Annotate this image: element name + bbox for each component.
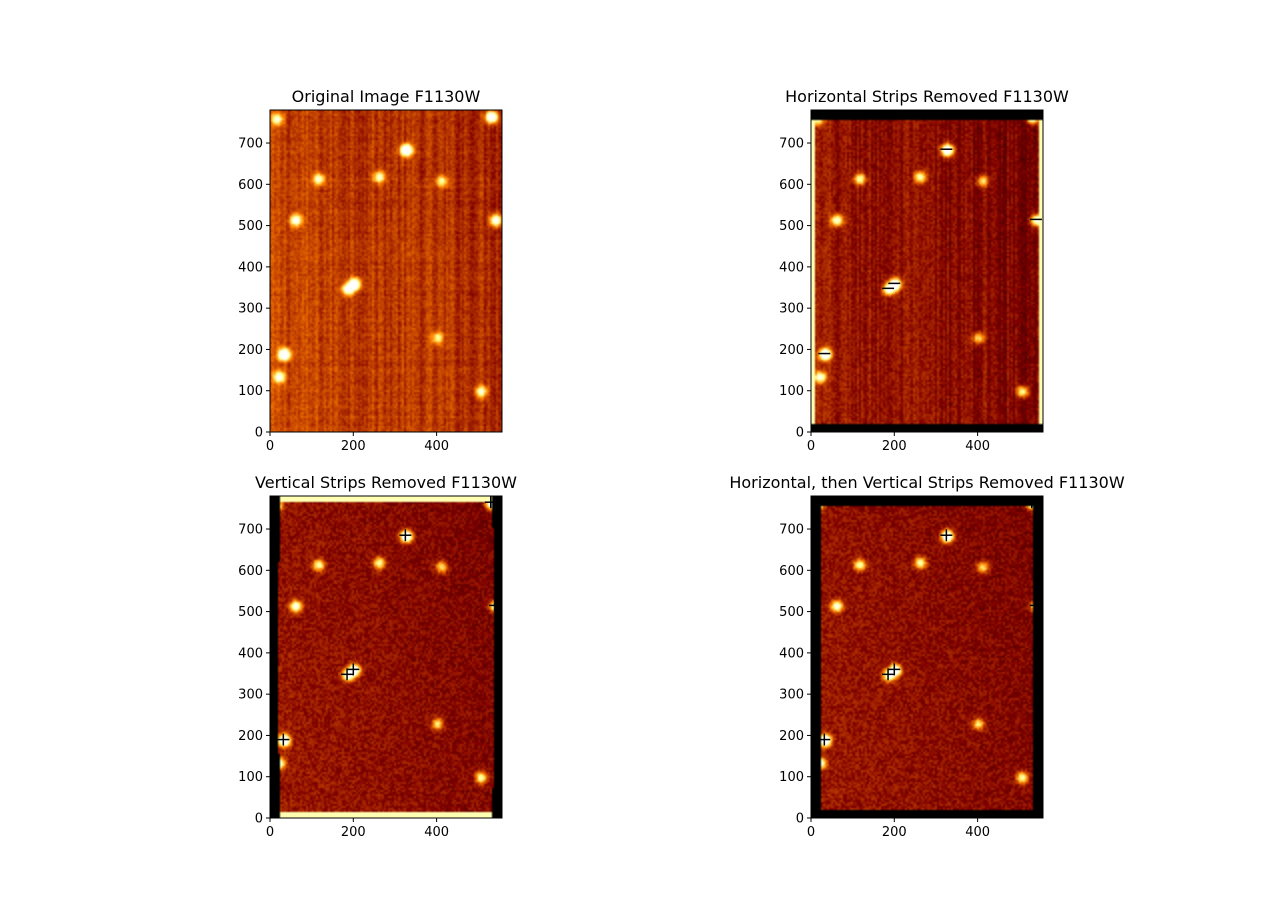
axes-frame <box>810 109 1044 433</box>
y-tick-label: 0 <box>796 426 804 441</box>
y-tick-label: 600 <box>779 178 804 193</box>
y-tick-label: 100 <box>238 384 263 399</box>
axes-frame <box>810 495 1044 819</box>
x-tick-label: 400 <box>965 825 990 840</box>
x-tick-label: 0 <box>807 825 815 840</box>
y-tick-label: 100 <box>779 384 804 399</box>
x-tick-label: 0 <box>807 439 815 454</box>
axes-frame <box>269 109 503 433</box>
x-tick-label: 400 <box>965 439 990 454</box>
x-tick-label: 0 <box>266 439 274 454</box>
y-tick-label: 500 <box>779 219 804 234</box>
y-tick-label: 700 <box>779 137 804 152</box>
heatmap-image <box>811 496 1043 818</box>
y-tick-label: 600 <box>238 178 263 193</box>
heatmap-image <box>270 496 502 818</box>
y-tick-label: 500 <box>238 605 263 620</box>
y-tick-label: 400 <box>779 260 804 275</box>
y-tick-label: 700 <box>238 523 263 538</box>
y-tick-label: 500 <box>238 219 263 234</box>
panel-1: Original Image F1130W 0 200 400 0 100 200 300 40… <box>238 87 503 454</box>
panel-title: Vertical Strips Removed F1130W <box>255 473 517 492</box>
axes-frame <box>269 495 503 819</box>
x-tick-label: 200 <box>882 825 907 840</box>
y-tick-label: 0 <box>255 812 263 827</box>
y-tick-label: 200 <box>779 729 804 744</box>
panel-2: Horizontal Strips Removed F1130W 0 200 400 0… <box>779 87 1069 454</box>
y-tick-label: 600 <box>779 564 804 579</box>
x-tick-label: 200 <box>882 439 907 454</box>
y-tick-label: 400 <box>238 646 263 661</box>
x-tick-label: 200 <box>341 439 366 454</box>
x-tick-label: 400 <box>424 825 449 840</box>
y-tick-label: 100 <box>238 770 263 785</box>
y-tick-label: 0 <box>796 812 804 827</box>
x-tick-label: 400 <box>424 439 449 454</box>
y-tick-label: 0 <box>255 426 263 441</box>
y-tick-label: 300 <box>238 302 263 317</box>
x-tick-label: 0 <box>266 825 274 840</box>
panel-title: Original Image F1130W <box>292 87 481 106</box>
y-tick-label: 400 <box>238 260 263 275</box>
heatmap-image <box>811 110 1043 432</box>
y-tick-label: 100 <box>779 770 804 785</box>
y-tick-label: 500 <box>779 605 804 620</box>
y-tick-label: 400 <box>779 646 804 661</box>
y-tick-label: 600 <box>238 564 263 579</box>
heatmap-image <box>270 110 502 432</box>
panel-title: Horizontal, then Vertical Strips Removed… <box>729 473 1124 492</box>
y-tick-label: 200 <box>779 343 804 358</box>
y-tick-label: 300 <box>779 688 804 703</box>
y-tick-label: 200 <box>238 343 263 358</box>
panel-3: Vertical Strips Removed F1130W 0 200 400 0 10… <box>238 473 517 840</box>
panel-4: Horizontal, then Vertical Strips Removed… <box>729 473 1124 840</box>
y-tick-label: 700 <box>238 137 263 152</box>
panel-title: Horizontal Strips Removed F1130W <box>785 87 1069 106</box>
x-tick-label: 200 <box>341 825 366 840</box>
y-tick-label: 300 <box>779 302 804 317</box>
y-tick-label: 700 <box>779 523 804 538</box>
y-tick-label: 200 <box>238 729 263 744</box>
y-tick-label: 300 <box>238 688 263 703</box>
